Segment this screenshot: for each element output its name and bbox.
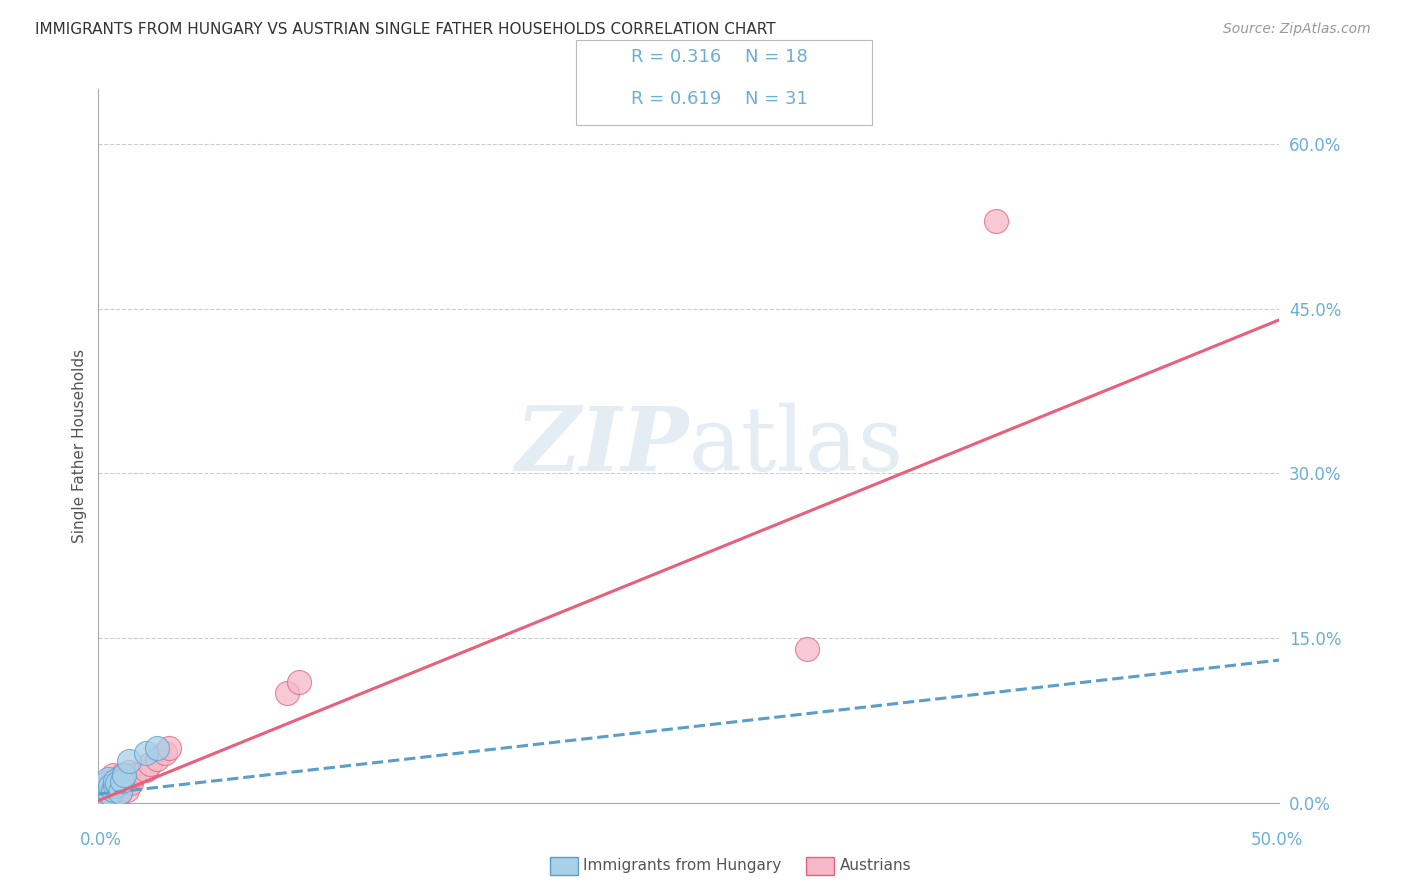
Point — [135, 747, 157, 761]
Point — [111, 773, 134, 788]
Text: N = 31: N = 31 — [745, 90, 808, 108]
Point — [94, 790, 117, 805]
Point — [97, 772, 120, 786]
Text: 50.0%: 50.0% — [1250, 831, 1303, 849]
Point — [111, 780, 134, 794]
Point — [90, 787, 112, 801]
Point — [146, 740, 169, 755]
Text: 0.0%: 0.0% — [80, 831, 122, 849]
Point — [97, 776, 120, 790]
Point — [94, 785, 117, 799]
Point — [118, 765, 141, 780]
Point — [90, 790, 112, 805]
Point — [98, 787, 121, 801]
Point — [135, 763, 157, 777]
Point — [276, 686, 298, 700]
Point — [112, 773, 135, 788]
Point — [91, 787, 114, 801]
Point — [101, 785, 124, 799]
Point — [796, 642, 818, 657]
Point — [122, 768, 145, 782]
Point — [146, 752, 169, 766]
Point — [98, 773, 121, 788]
Point — [101, 768, 124, 782]
Point — [105, 776, 128, 790]
Y-axis label: Single Father Households: Single Father Households — [72, 349, 87, 543]
Point — [98, 780, 121, 794]
Text: IMMIGRANTS FROM HUNGARY VS AUSTRIAN SINGLE FATHER HOUSEHOLDS CORRELATION CHART: IMMIGRANTS FROM HUNGARY VS AUSTRIAN SING… — [35, 22, 776, 37]
Point — [105, 772, 128, 786]
Point — [104, 780, 127, 794]
FancyBboxPatch shape — [593, 48, 621, 66]
Text: R = 0.316: R = 0.316 — [631, 48, 721, 66]
Point — [984, 214, 1007, 228]
Point — [104, 780, 127, 794]
Point — [139, 757, 162, 772]
Point — [108, 785, 131, 799]
Text: N = 18: N = 18 — [745, 48, 808, 66]
Text: Immigrants from Hungary: Immigrants from Hungary — [583, 858, 782, 872]
Point — [104, 773, 127, 788]
Point — [111, 768, 134, 782]
Text: atlas: atlas — [689, 402, 904, 490]
Text: R = 0.619: R = 0.619 — [631, 90, 721, 108]
Point — [115, 782, 138, 797]
Point — [118, 754, 141, 768]
FancyBboxPatch shape — [593, 90, 621, 108]
Text: Austrians: Austrians — [839, 858, 911, 872]
Text: Source: ZipAtlas.com: Source: ZipAtlas.com — [1223, 22, 1371, 37]
Text: ZIP: ZIP — [516, 403, 689, 489]
Point — [157, 740, 180, 755]
Point — [112, 768, 135, 782]
Point — [91, 780, 114, 794]
Point — [121, 776, 143, 790]
Point — [288, 675, 311, 690]
Point — [153, 747, 176, 761]
FancyBboxPatch shape — [806, 857, 834, 875]
Point — [98, 787, 121, 801]
Point — [108, 785, 131, 799]
Point — [97, 789, 120, 804]
Point — [91, 782, 114, 797]
Point — [104, 782, 127, 797]
Point — [101, 782, 124, 797]
Point — [97, 785, 120, 799]
Point — [94, 776, 117, 790]
FancyBboxPatch shape — [550, 857, 578, 875]
Point — [105, 776, 128, 790]
